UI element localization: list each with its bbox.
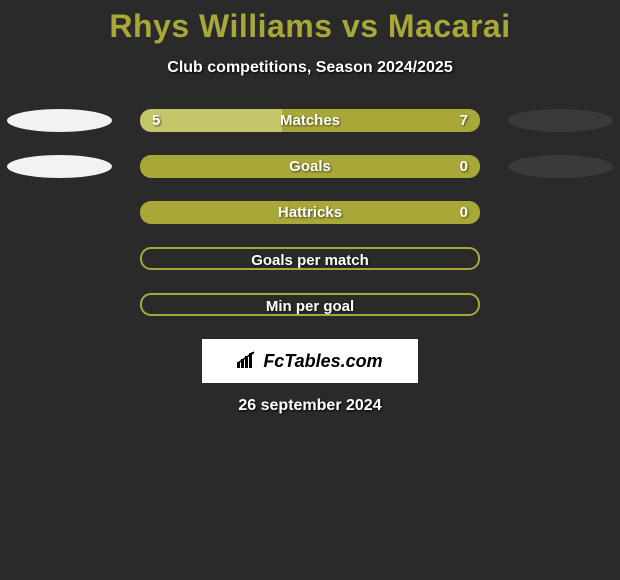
bar-chart-icon <box>237 350 259 373</box>
stat-bar: Hattricks0 <box>140 201 480 224</box>
stat-bar: Goals0 <box>140 155 480 178</box>
logo: FcTables.com <box>237 350 382 373</box>
stat-bar: Min per goal <box>140 293 480 316</box>
stat-row: Matches5 7 <box>0 109 620 132</box>
player-left-pill <box>7 155 112 178</box>
stat-value-right: 7 <box>460 109 468 132</box>
stat-label: Goals <box>140 155 480 178</box>
chart-date: 26 september 2024 <box>0 397 620 415</box>
player-right-pill <box>508 155 613 178</box>
stat-label: Min per goal <box>142 295 478 316</box>
stat-value-left: 5 <box>152 109 160 132</box>
stat-bar: Matches5 7 <box>140 109 480 132</box>
stat-row: Min per goal <box>0 293 620 316</box>
player-left-pill <box>7 109 112 132</box>
stat-row: Goals per match <box>0 247 620 270</box>
chart-subtitle: Club competitions, Season 2024/2025 <box>0 59 620 77</box>
stat-row: Hattricks0 <box>0 201 620 224</box>
chart-title: Rhys Williams vs Macarai <box>0 0 620 45</box>
stat-label: Goals per match <box>142 249 478 270</box>
stat-value-right: 0 <box>460 155 468 178</box>
player-right-pill <box>508 109 613 132</box>
stat-row: Goals0 <box>0 155 620 178</box>
logo-box: FcTables.com <box>202 339 418 383</box>
stat-bar: Goals per match <box>140 247 480 270</box>
stat-label: Matches <box>140 109 480 132</box>
logo-text: FcTables.com <box>263 351 382 372</box>
stat-value-right: 0 <box>460 201 468 224</box>
stat-rows: Matches57Goals0Hattricks0Goals per match… <box>0 109 620 316</box>
stat-label: Hattricks <box>140 201 480 224</box>
